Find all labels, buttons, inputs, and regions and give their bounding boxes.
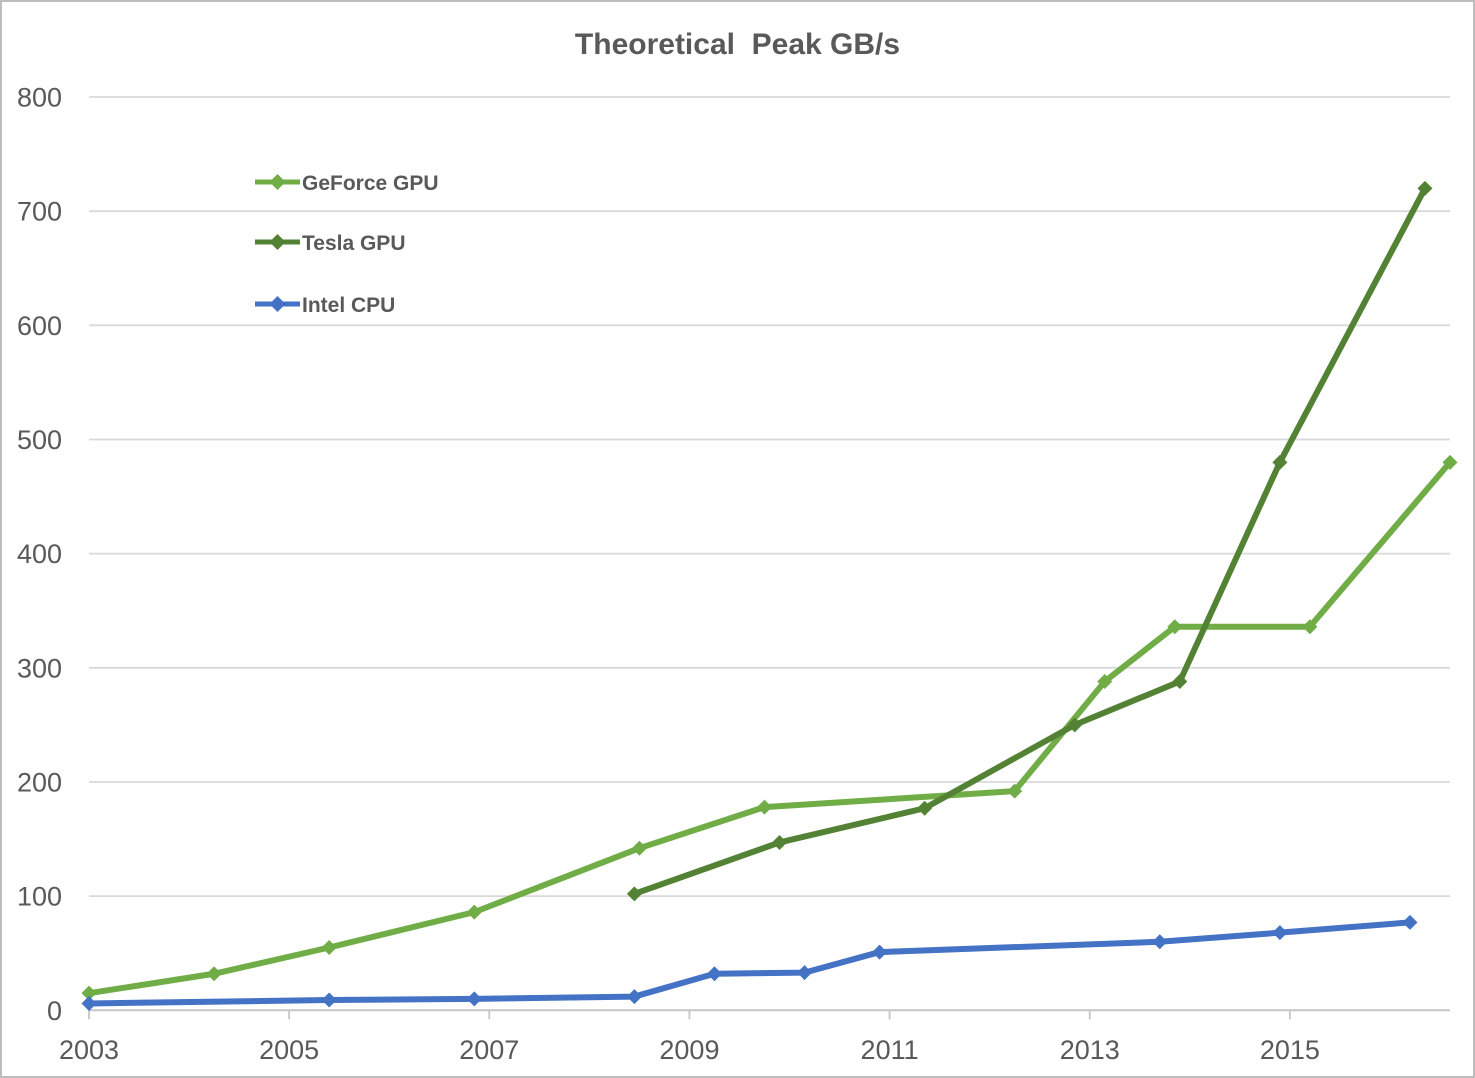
y-axis-label-800: 800 xyxy=(17,83,62,113)
y-axis-label-0: 0 xyxy=(47,996,62,1026)
x-axis-label-2011: 2011 xyxy=(861,1035,919,1065)
series-intel-cpu-marker xyxy=(321,992,337,1008)
series-tesla-gpu-marker xyxy=(626,886,642,902)
series-geforce-gpu-marker xyxy=(1097,674,1113,690)
series-intel-cpu-marker xyxy=(872,944,888,960)
series-geforce-gpu-marker xyxy=(321,940,337,956)
series-geforce-gpu-marker xyxy=(1167,619,1183,635)
series-tesla-gpu-marker xyxy=(1172,674,1188,690)
x-axis-label-2015: 2015 xyxy=(1260,1035,1320,1065)
legend-tesla-gpu-swatch-marker xyxy=(269,234,286,250)
y-axis-label-400: 400 xyxy=(17,539,62,569)
series-intel-cpu-marker xyxy=(1152,934,1168,950)
y-axis-label-100: 100 xyxy=(17,882,62,912)
x-axis-label-2007: 2007 xyxy=(459,1035,519,1065)
series-tesla-gpu-line xyxy=(631,185,1428,897)
series-geforce-gpu-marker xyxy=(466,904,482,920)
series-geforce-gpu-marker xyxy=(631,840,647,856)
y-axis-label-300: 300 xyxy=(17,653,62,683)
legend-geforce-gpu-label: GeForce GPU xyxy=(302,172,439,195)
series-geforce-gpu-marker xyxy=(1302,619,1318,635)
series-tesla-gpu-marker xyxy=(1272,454,1288,470)
series-intel-cpu-marker xyxy=(1272,925,1288,941)
series-tesla-gpu-marker xyxy=(917,800,933,816)
x-axis-label-2009: 2009 xyxy=(659,1035,719,1065)
series-intel-cpu-marker xyxy=(81,995,97,1011)
series-geforce-gpu-marker xyxy=(756,799,772,815)
series-geforce-gpu-marker xyxy=(1442,454,1458,470)
series-intel-cpu-marker xyxy=(626,989,642,1005)
series-tesla-gpu-marker xyxy=(772,834,788,850)
series-intel-cpu-marker xyxy=(706,966,722,982)
series-geforce-gpu-marker xyxy=(1007,783,1023,799)
series-intel-cpu-line xyxy=(86,919,1413,1007)
series-geforce-gpu-marker xyxy=(81,985,97,1001)
legend-tesla-gpu-label: Tesla GPU xyxy=(302,232,405,255)
y-axis-label-700: 700 xyxy=(17,197,62,227)
series-tesla-gpu-marker xyxy=(1417,180,1433,196)
x-axis-label-2013: 2013 xyxy=(1060,1035,1120,1065)
y-axis-label-200: 200 xyxy=(17,767,62,797)
series-tesla-gpu-marker xyxy=(1067,717,1083,733)
y-axis-label-600: 600 xyxy=(17,311,62,341)
x-axis-label-2003: 2003 xyxy=(59,1035,119,1065)
x-axis-label-2005: 2005 xyxy=(259,1035,319,1065)
legend-intel-cpu-label: Intel CPU xyxy=(302,294,395,317)
chart-title: Theoretical Peak GB/s xyxy=(574,28,901,61)
series-geforce-gpu-marker xyxy=(206,966,222,982)
series-intel-cpu-marker xyxy=(1402,914,1418,930)
legend-geforce-gpu-swatch-marker xyxy=(269,174,286,190)
y-axis-label-500: 500 xyxy=(17,425,62,455)
series-intel-cpu-marker xyxy=(466,991,482,1007)
legend-intel-cpu-swatch-marker xyxy=(269,296,286,312)
series-intel-cpu-marker xyxy=(797,965,813,981)
